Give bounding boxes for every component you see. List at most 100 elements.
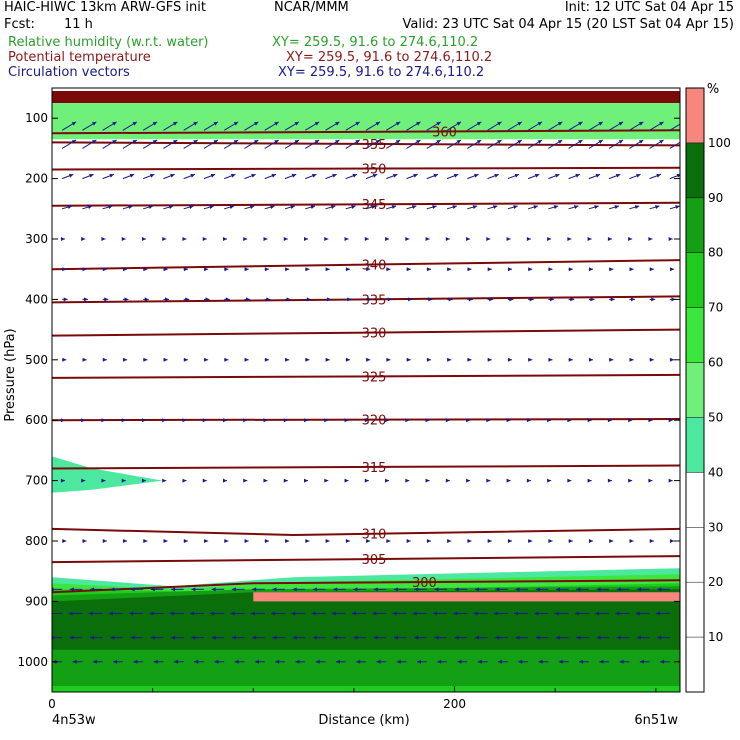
vector xyxy=(90,635,103,640)
vector xyxy=(467,267,472,272)
vector-head xyxy=(405,237,410,241)
vector xyxy=(244,173,256,180)
vector xyxy=(60,418,65,423)
vector xyxy=(305,205,316,210)
vector xyxy=(629,267,634,272)
vector-head xyxy=(594,205,599,210)
vector-head xyxy=(112,140,117,144)
vector-head xyxy=(376,659,381,664)
vector xyxy=(81,237,86,241)
vector-head xyxy=(385,418,390,423)
theta-label-330: 330 xyxy=(362,327,387,342)
vector xyxy=(588,139,604,149)
vector-head xyxy=(515,635,520,640)
vector xyxy=(629,173,641,180)
vector-head xyxy=(406,267,411,272)
y-tick-label-100: 100 xyxy=(25,111,48,125)
vector xyxy=(619,659,630,664)
vector-head xyxy=(102,357,107,362)
vector xyxy=(406,539,411,543)
vector-head xyxy=(62,267,67,272)
vector-head xyxy=(62,357,67,362)
vector-head xyxy=(426,357,431,362)
vector xyxy=(223,139,239,149)
y-tick-label-300: 300 xyxy=(25,232,48,246)
vector-head xyxy=(579,659,584,664)
vector xyxy=(325,267,330,272)
vector-head xyxy=(344,418,349,423)
vector xyxy=(608,139,624,149)
vector xyxy=(669,267,675,272)
vector-head xyxy=(63,297,68,302)
vector-head xyxy=(508,539,513,543)
vector-head xyxy=(387,297,392,302)
vector xyxy=(224,539,229,543)
vector-head xyxy=(352,173,357,178)
vector-head xyxy=(432,205,437,210)
vector xyxy=(121,478,126,483)
vector-head xyxy=(355,140,360,144)
vector xyxy=(637,635,650,640)
vector-head xyxy=(311,611,316,616)
vector xyxy=(567,478,572,483)
vector xyxy=(607,418,612,423)
vector xyxy=(628,237,633,241)
vector xyxy=(426,173,439,180)
vector-head xyxy=(356,659,361,664)
vector xyxy=(189,611,204,616)
vector xyxy=(535,587,549,592)
vector-head xyxy=(526,418,531,423)
vector xyxy=(639,659,650,664)
vector xyxy=(72,659,83,664)
vector xyxy=(385,478,390,483)
vector-head xyxy=(447,357,452,362)
vector xyxy=(467,205,478,210)
vector xyxy=(567,237,572,241)
colorbar-frame xyxy=(685,87,705,693)
vector-head xyxy=(659,121,664,126)
vector-head xyxy=(476,121,482,126)
vector-head xyxy=(393,587,398,592)
vector xyxy=(629,297,635,302)
vector-head xyxy=(144,297,149,302)
forecast-label: Fcst: xyxy=(4,17,35,32)
vector-head xyxy=(454,635,459,640)
vector-head xyxy=(132,140,137,144)
rh-region-8 xyxy=(253,592,680,602)
vector-head xyxy=(345,357,350,362)
vector xyxy=(122,539,128,543)
vector xyxy=(615,611,630,616)
theta-label-350: 350 xyxy=(362,163,387,178)
vector xyxy=(486,418,491,423)
vector-head xyxy=(395,140,401,144)
vector xyxy=(331,611,346,616)
vector xyxy=(143,539,148,543)
vector-head xyxy=(204,267,209,272)
vector-head xyxy=(416,121,421,126)
vector xyxy=(568,267,573,272)
vector-head xyxy=(670,357,675,362)
vector xyxy=(467,539,472,543)
vector-head xyxy=(205,297,210,302)
vector xyxy=(163,139,178,149)
vector-head xyxy=(445,418,450,423)
theta-label-315: 315 xyxy=(362,461,387,476)
vector xyxy=(558,659,569,664)
vector xyxy=(110,587,123,592)
vector xyxy=(122,173,135,180)
colorbar-unit: % xyxy=(707,82,719,97)
vector-head xyxy=(548,357,553,362)
vector-head xyxy=(143,539,148,543)
vector-head xyxy=(568,267,573,272)
vector xyxy=(202,237,207,241)
vector xyxy=(264,297,271,302)
vector-head xyxy=(81,478,86,483)
theta-label-300: 300 xyxy=(412,576,437,591)
vector xyxy=(649,205,660,210)
vector-head xyxy=(243,478,248,483)
vector xyxy=(62,297,68,302)
vector xyxy=(82,297,88,302)
vector xyxy=(426,297,433,302)
vector-head xyxy=(514,173,520,178)
vector xyxy=(453,611,468,616)
